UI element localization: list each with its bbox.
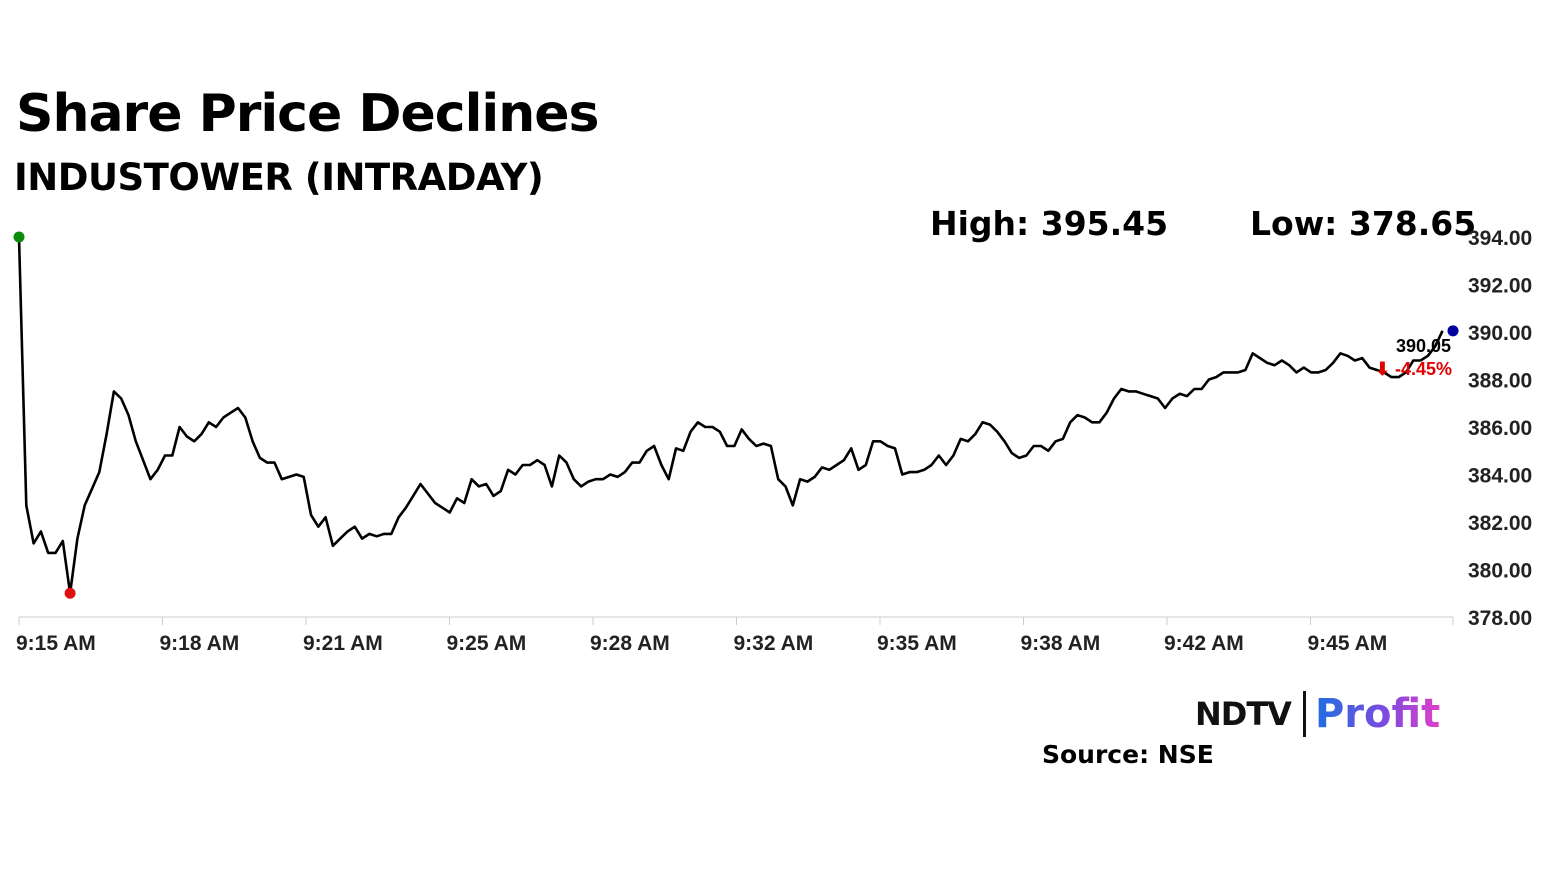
x-tick-label: 9:45 AM	[1308, 632, 1388, 655]
logo-divider	[1302, 691, 1306, 737]
x-tick-label: 9:25 AM	[447, 632, 527, 655]
x-tick-label: 9:18 AM	[160, 632, 240, 655]
ndtv-profit-logo: NDTV Profit	[1195, 690, 1440, 738]
y-tick-label: 378.00	[1468, 607, 1532, 630]
x-tick-label: 9:28 AM	[590, 632, 670, 655]
high-stat: High: 395.45	[930, 204, 1169, 243]
y-tick-label: 390.00	[1468, 322, 1532, 345]
source-note: Source: NSE	[1042, 740, 1214, 769]
x-tick-label: 9:15 AM	[16, 632, 96, 655]
profit-wordmark: Profit	[1314, 691, 1441, 737]
price-series	[17, 236, 1444, 595]
x-tick-label: 9:38 AM	[1021, 632, 1101, 655]
y-tick-label: 382.00	[1468, 512, 1532, 535]
chart-axes: 9:15 AM 9:18 AM 9:21 AM 9:25 AM 9:28 AM 9:32 …	[16, 227, 1532, 655]
y-tick-label: 392.00	[1468, 275, 1532, 298]
x-tick-label: 9:35 AM	[877, 632, 957, 655]
y-tick-label: 388.00	[1468, 370, 1532, 393]
low-stat: Low: 378.65	[1250, 204, 1477, 243]
x-tick-label: 9:42 AM	[1164, 632, 1244, 655]
chart-subtitle: INDUSTOWER (INTRADAY)	[14, 156, 544, 199]
last-price-label: 390.05	[1396, 336, 1451, 356]
y-tick-label: 380.00	[1468, 560, 1532, 583]
chart-markers	[13, 231, 1459, 599]
last-point-marker	[1447, 325, 1459, 337]
y-tick-label: 394.00	[1468, 227, 1532, 250]
x-tick-label: 9:21 AM	[303, 632, 383, 655]
low-point-marker	[64, 587, 76, 599]
y-tick-label: 386.00	[1468, 417, 1532, 440]
price-line	[17, 236, 1444, 595]
open-point-marker	[13, 231, 25, 243]
x-tick-label: 9:32 AM	[734, 632, 814, 655]
chart-title: Share Price Declines	[16, 84, 599, 144]
change-percent-label: ⬇ -4.45%	[1375, 359, 1452, 379]
ndtv-wordmark: NDTV	[1195, 695, 1292, 733]
y-tick-label: 384.00	[1468, 465, 1532, 488]
